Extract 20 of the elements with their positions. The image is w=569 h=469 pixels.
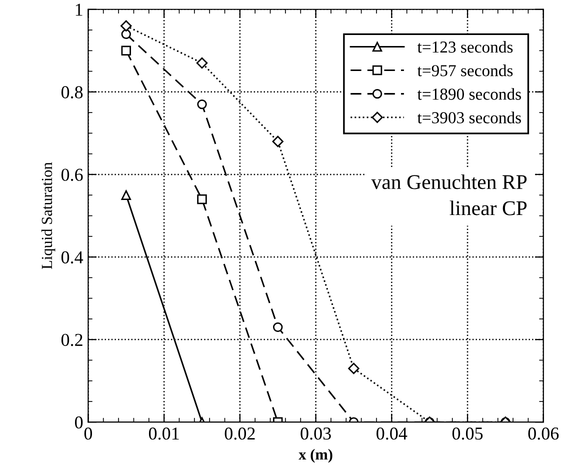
y-tick-label: 0.8 <box>61 86 83 98</box>
y-axis-title: Liquid Saturation <box>41 162 56 269</box>
y-tick-label: 0.4 <box>61 251 84 264</box>
x-tick-label: 0 <box>84 427 92 440</box>
legend-label: t=1890 seconds <box>417 88 521 100</box>
x-tick-label: 0.02 <box>224 427 255 440</box>
y-tick-label: 0.2 <box>61 334 82 346</box>
legend-label: t=123 seconds <box>417 40 513 53</box>
x-axis-title: x (m) <box>298 448 332 463</box>
x-tick-label: 0.04 <box>376 427 408 440</box>
x-tick-label: 0.03 <box>300 427 331 440</box>
x-tick-label: 0.06 <box>528 427 559 440</box>
annotation: van Genuchten RP linear CP <box>371 174 527 216</box>
x-tick-label: 0.05 <box>452 427 483 440</box>
y-tick-label: 0.6 <box>61 168 83 181</box>
legend-label: t=3903 seconds <box>417 112 521 124</box>
x-tick-label: 0.01 <box>148 427 179 440</box>
legend-label: t=957 seconds <box>417 64 513 76</box>
y-tick-label: 1 <box>76 4 82 16</box>
y-tick-label: 0 <box>74 416 83 429</box>
